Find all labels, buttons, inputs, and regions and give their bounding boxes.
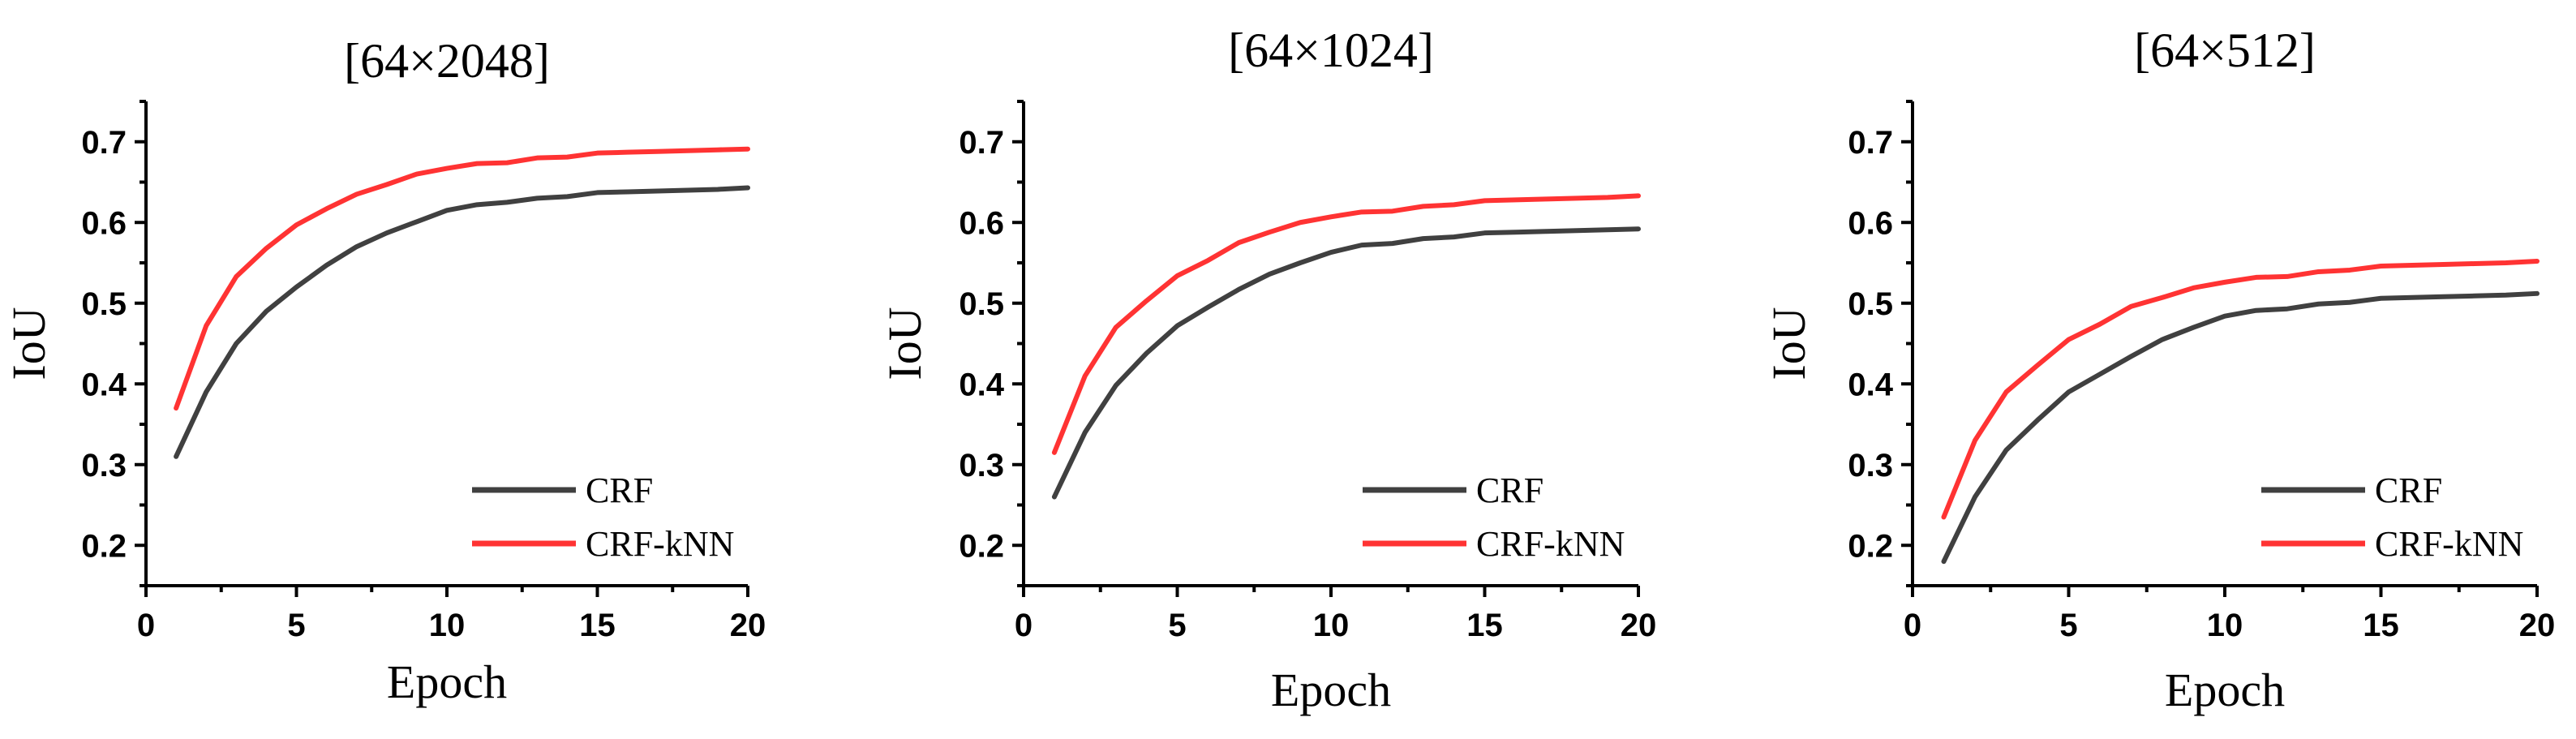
legend-label-crf: CRF bbox=[1476, 470, 1543, 510]
chart-title: [64×512] bbox=[2134, 24, 2316, 77]
y-axis-label: IoU bbox=[2, 307, 55, 380]
y-axis-label: IoU bbox=[1762, 307, 1815, 380]
series-line-crf bbox=[174, 185, 750, 459]
y-tick-label: 0.6 bbox=[1848, 205, 1893, 241]
y-tick-label: 0.2 bbox=[1848, 528, 1893, 564]
y-tick-label: 0.7 bbox=[81, 125, 127, 161]
chart-title: [64×1024] bbox=[1228, 24, 1434, 77]
y-tick-label: 0.6 bbox=[959, 205, 1004, 241]
y-tick-label: 0.4 bbox=[81, 367, 127, 402]
y-tick-label: 0.4 bbox=[959, 367, 1004, 402]
x-tick-label: 15 bbox=[579, 608, 616, 643]
x-tick-label: 20 bbox=[2519, 608, 2556, 643]
x-tick-label: 20 bbox=[1621, 608, 1657, 643]
x-tick-label: 15 bbox=[1466, 608, 1503, 643]
y-tick-label: 0.7 bbox=[1848, 125, 1893, 161]
chart-panel-2: [64×1024] 0 5 10 15 20 0.2 0.3 0.4 0.5 0.6 0.7 Epoch… bbox=[878, 24, 1656, 716]
y-tick-label: 0.4 bbox=[1848, 367, 1893, 402]
legend-label-crf-knn: CRF-kNN bbox=[2375, 524, 2523, 564]
x-tick-label: 10 bbox=[429, 608, 466, 643]
x-tick-label: 15 bbox=[2363, 608, 2399, 643]
x-axis-label: Epoch bbox=[387, 655, 507, 708]
y-tick-label: 0.6 bbox=[81, 205, 127, 241]
y-tick-label: 0.2 bbox=[959, 528, 1004, 564]
series-line-crf-knn bbox=[1051, 193, 1641, 455]
y-tick-label: 0.5 bbox=[81, 286, 127, 322]
x-axis-label: Epoch bbox=[1271, 664, 1391, 716]
x-tick-label: 10 bbox=[1313, 608, 1350, 643]
x-tick-label: 0 bbox=[137, 608, 155, 643]
y-tick-label: 0.3 bbox=[1848, 448, 1893, 483]
x-tick-label: 20 bbox=[730, 608, 766, 643]
y-tick-label: 0.3 bbox=[959, 448, 1004, 483]
chart-title: [64×2048] bbox=[344, 34, 550, 88]
y-tick-label: 0.5 bbox=[959, 286, 1004, 322]
y-tick-label: 0.5 bbox=[1848, 286, 1893, 322]
legend-label-crf: CRF bbox=[2375, 470, 2442, 510]
series-line-crf-knn bbox=[174, 146, 750, 411]
series-line-crf bbox=[1941, 290, 2540, 565]
x-tick-label: 5 bbox=[1168, 608, 1186, 643]
y-tick-label: 0.2 bbox=[81, 528, 127, 564]
x-axis-label: Epoch bbox=[2165, 664, 2285, 716]
legend-label-crf: CRF bbox=[586, 470, 653, 510]
legend-label-crf-knn: CRF-kNN bbox=[586, 524, 734, 564]
chart-panel-1: [64×2048] 0 5 10 15 20 0.2 0.3 0.4 0.5 0.6 0.7 Epoch… bbox=[2, 34, 766, 708]
series-line-crf bbox=[1051, 226, 1641, 500]
chart-panel-3: [64×512] 0 5 10 15 20 0.2 0.3 0.4 0.5 0.6 0.7 Epoch I… bbox=[1762, 24, 2555, 716]
x-tick-label: 10 bbox=[2207, 608, 2243, 643]
y-axis-label: IoU bbox=[878, 307, 931, 380]
y-tick-label: 0.3 bbox=[81, 448, 127, 483]
x-tick-label: 0 bbox=[1015, 608, 1033, 643]
x-tick-label: 0 bbox=[1904, 608, 1921, 643]
legend-label-crf-knn: CRF-kNN bbox=[1476, 524, 1625, 564]
x-tick-label: 5 bbox=[2059, 608, 2077, 643]
y-tick-label: 0.7 bbox=[959, 125, 1004, 161]
series-line-crf-knn bbox=[1941, 259, 2540, 520]
x-tick-label: 5 bbox=[287, 608, 305, 643]
